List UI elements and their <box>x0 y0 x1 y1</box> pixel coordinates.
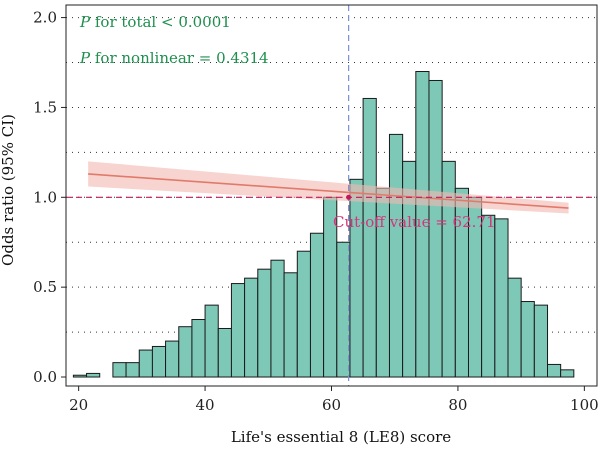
histogram-bar <box>165 340 180 378</box>
histogram-bar <box>151 345 167 378</box>
histogram-bar <box>481 214 496 378</box>
histogram-bars <box>72 70 575 378</box>
histogram-bar <box>125 362 140 378</box>
reference-lines <box>66 5 597 386</box>
odds-ratio-line <box>88 173 569 209</box>
ci-band <box>88 161 569 214</box>
histogram-bar <box>309 232 325 378</box>
y-tick-label: 0.5 <box>33 278 57 296</box>
p-nonlinear-annotation: P for nonlinear = 0.4314 <box>79 49 269 67</box>
confidence-band <box>88 161 569 214</box>
y-axis-label: Odds ratio (95% CI) <box>0 114 17 266</box>
p-total-annotation: P for total < 0.0001 <box>79 13 231 31</box>
histogram-bar <box>362 97 377 378</box>
axes: 20 40 60 80 100 0.0 0.5 1.0 1.5 2.0 <box>33 4 599 414</box>
histogram-bar <box>138 349 153 378</box>
histogram-bar <box>217 327 232 378</box>
histogram-bar <box>283 272 298 378</box>
histogram-bar <box>191 319 206 378</box>
histogram-bar <box>349 178 364 378</box>
histogram-bar <box>560 369 575 378</box>
x-tick-label: 20 <box>69 396 88 414</box>
histogram-bar <box>270 259 285 378</box>
y-tick-label: 2.0 <box>33 9 57 27</box>
histogram-bar <box>533 304 549 378</box>
cutoff-annotation: Cut-off value = 62.71 <box>333 213 496 231</box>
histogram-bar <box>296 250 311 378</box>
histogram-bar <box>178 326 193 378</box>
histogram-bar <box>230 283 246 378</box>
x-tick-label: 100 <box>570 396 599 414</box>
y-tick-label: 1.0 <box>33 188 57 206</box>
histogram-bar <box>204 304 219 378</box>
cutoff-point <box>346 194 352 200</box>
spline-layer <box>88 173 569 209</box>
histogram-bar <box>507 277 522 378</box>
x-tick-label: 40 <box>196 396 215 414</box>
y-tick-label: 1.5 <box>33 98 57 116</box>
histogram-bar <box>72 374 88 378</box>
x-tick-label: 60 <box>322 396 341 414</box>
histogram-bar <box>494 218 509 378</box>
histogram-bar <box>257 268 272 378</box>
histogram-bar <box>336 241 351 378</box>
histogram-bar <box>86 372 101 378</box>
histogram-bar <box>520 301 535 378</box>
histogram-bar <box>547 363 562 378</box>
x-axis-label: Life's essential 8 (LE8) score <box>231 428 451 446</box>
histogram-bar <box>244 277 259 378</box>
x-tick-label: 80 <box>448 396 467 414</box>
y-tick-label: 0.0 <box>33 368 57 386</box>
histogram-bar <box>388 133 404 378</box>
histogram-bar <box>112 362 127 378</box>
